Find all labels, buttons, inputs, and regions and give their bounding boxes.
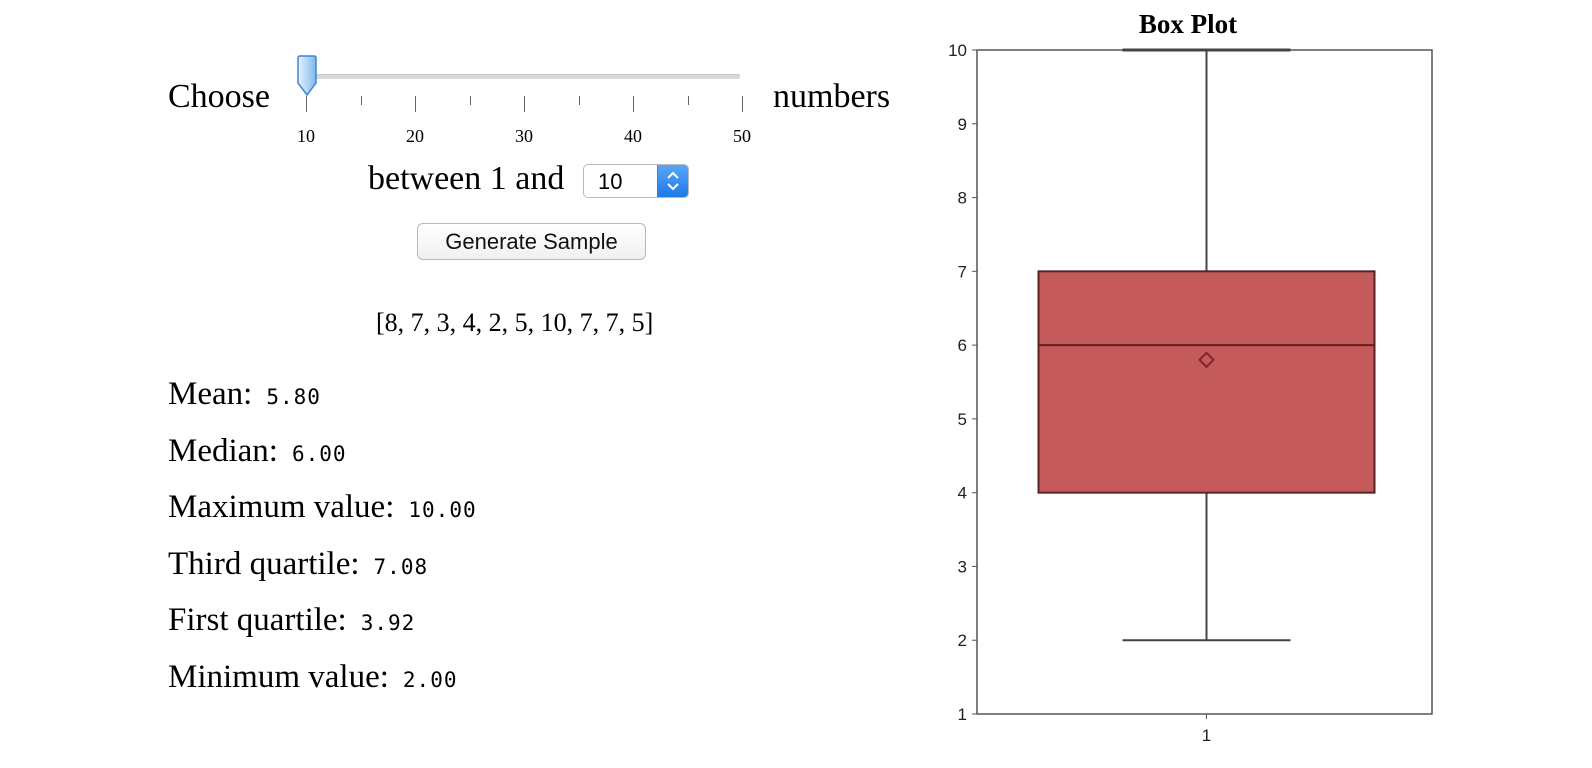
y-tick-label: 5 <box>958 410 967 429</box>
y-tick-label: 9 <box>958 115 967 134</box>
generate-sample-button[interactable]: Generate Sample <box>417 223 646 260</box>
slider-minor-tick <box>688 96 689 105</box>
slider-tick-label: 40 <box>624 126 642 146</box>
stat-value: 6.00 <box>291 442 347 466</box>
y-tick-label: 4 <box>958 484 967 503</box>
stat-third-quartile: Third quartile: 7.08 <box>168 546 428 583</box>
sample-values: [8, 7, 3, 4, 2, 5, 10, 7, 7, 5] <box>376 308 654 337</box>
stat-value: 2.00 <box>402 668 458 692</box>
stat-mean: Mean: 5.80 <box>168 376 321 413</box>
stat-label: Minimum value: <box>168 659 389 695</box>
box-plot-chart: Box Plot 1 2 3 4 5 6 7 8 9 10 1 <box>948 9 1433 745</box>
choose-label: Choose <box>168 78 270 115</box>
chart-title: Box Plot <box>1139 9 1237 39</box>
between-label: between 1 and <box>368 160 565 197</box>
y-tick-label: 2 <box>958 631 967 650</box>
y-tick-label: 8 <box>958 189 967 208</box>
stat-label: Maximum value: <box>168 489 395 525</box>
slider-tick-label: 30 <box>515 126 533 146</box>
stat-maximum: Maximum value: 10.00 <box>168 489 477 526</box>
stat-label: Mean: <box>168 376 253 412</box>
stat-value: 5.80 <box>266 385 321 409</box>
slider-major-tick <box>742 96 743 112</box>
chevron-up-down-icon[interactable] <box>657 165 688 197</box>
slider-major-tick <box>415 96 416 112</box>
numbers-label: numbers <box>773 78 891 115</box>
slider-minor-tick <box>361 96 362 105</box>
slider-tick-label: 50 <box>733 126 751 146</box>
slider-track[interactable] <box>304 74 740 79</box>
slider-tick-label: 20 <box>406 126 424 146</box>
x-tick-label: 1 <box>1202 726 1211 745</box>
stat-minimum: Minimum value: 2.00 <box>168 659 457 696</box>
stat-value: 7.08 <box>373 555 429 579</box>
max-value-select[interactable]: 10 <box>583 164 689 198</box>
slider-major-tick <box>524 96 525 112</box>
mean-marker <box>1198 351 1215 369</box>
slider-major-tick <box>633 96 634 112</box>
iqr-box <box>1037 270 1376 494</box>
stat-label: Median: <box>168 433 278 469</box>
stat-first-quartile: First quartile: 3.92 <box>168 602 415 639</box>
stat-median: Median: 6.00 <box>168 433 347 470</box>
slider-minor-tick <box>470 96 471 105</box>
stat-label: Third quartile: <box>168 546 360 582</box>
y-tick-label: 6 <box>958 336 967 355</box>
stat-label: First quartile: <box>168 602 347 638</box>
slider-thumb[interactable] <box>295 55 319 97</box>
slider-tick-label: 10 <box>297 126 315 146</box>
select-value: 10 <box>598 169 623 194</box>
slider-minor-tick <box>579 96 580 105</box>
stat-value: 3.92 <box>360 611 416 635</box>
slider-major-tick <box>306 96 307 112</box>
stat-value: 10.00 <box>408 498 477 522</box>
y-tick-label: 10 <box>948 41 967 60</box>
y-tick-label: 7 <box>958 262 967 281</box>
y-tick-label: 3 <box>958 557 967 576</box>
y-tick-label: 1 <box>958 705 967 724</box>
